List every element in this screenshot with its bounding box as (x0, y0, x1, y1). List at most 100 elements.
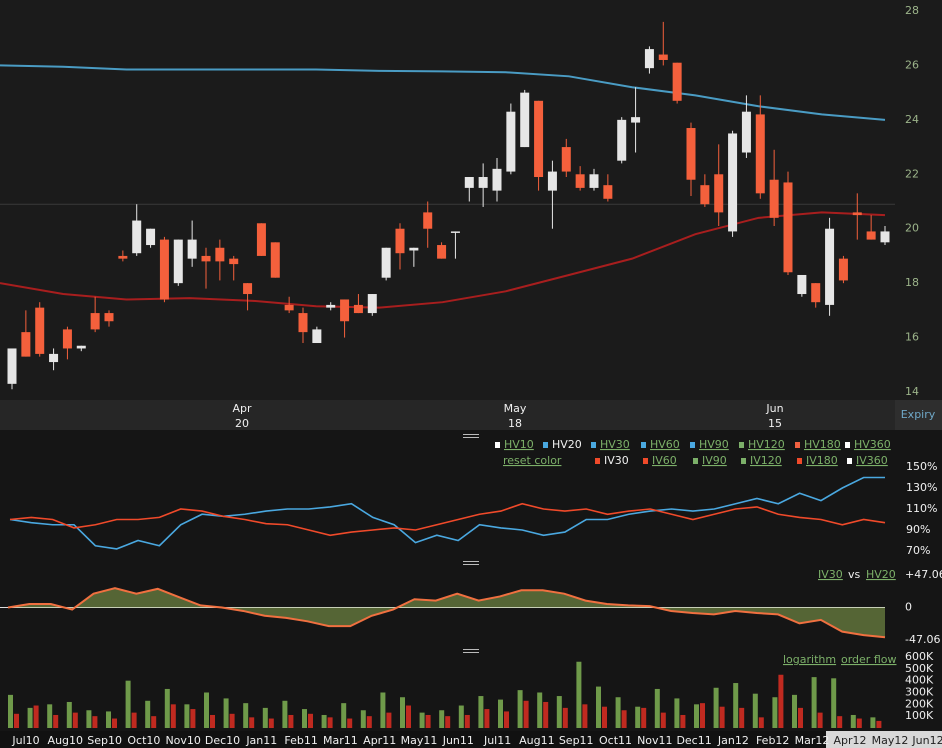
spread-b[interactable]: HV20 (866, 568, 896, 581)
candle-body (7, 348, 17, 384)
volume-bar (72, 712, 78, 728)
y-tick-label: +47.06 (905, 568, 942, 581)
y-tick-label: 200K (905, 697, 934, 710)
volume-bar (876, 720, 882, 728)
volume-bar (758, 717, 764, 728)
legend-item[interactable]: HV10 (504, 438, 534, 451)
range-label[interactable]: May12 (872, 734, 909, 747)
candle-body (395, 228, 405, 254)
volume-bar (170, 704, 176, 728)
volume-bar (327, 717, 333, 728)
expiry-band (0, 400, 942, 430)
handle (463, 652, 479, 653)
legend-item[interactable]: HV90 (699, 438, 729, 451)
candle-body (852, 212, 862, 216)
legend-swatch (690, 442, 695, 448)
volume-bar (517, 690, 523, 728)
candle-body (215, 247, 225, 262)
legend-swatch (847, 458, 852, 464)
y-tick-label: 110% (906, 502, 937, 515)
volume-bar (635, 706, 641, 728)
candle-body (492, 168, 502, 191)
reset-color[interactable]: reset color (503, 454, 562, 467)
y-tick-label: 300K (905, 686, 934, 699)
volume-bar (778, 674, 784, 728)
volume-bar (164, 688, 170, 728)
volume-bar (184, 704, 190, 728)
legend-item[interactable]: HV180 (804, 438, 841, 451)
y-tick-label: 20 (905, 222, 919, 235)
legend-swatch (641, 442, 646, 448)
expiry-month: Jun (765, 402, 783, 415)
x-tick-label: Jun11 (442, 734, 474, 747)
volume-bar (615, 697, 621, 728)
volume-bar (268, 718, 274, 728)
legend-swatch (495, 442, 500, 448)
volume-bar (33, 705, 39, 728)
volume-bar (713, 687, 719, 728)
x-tick-label: Jan11 (245, 734, 277, 747)
range-selector[interactable] (826, 731, 942, 748)
legend-item[interactable]: IV120 (750, 454, 782, 467)
candle-body (270, 242, 280, 278)
candle-body (173, 239, 183, 284)
spread-a[interactable]: IV30 (818, 568, 843, 581)
candle-body (256, 223, 266, 256)
x-tick-label: Feb11 (284, 734, 317, 747)
volume-bar (406, 705, 411, 728)
volume-bar (106, 711, 111, 728)
range-label[interactable]: Jun12 (911, 734, 942, 747)
legend-item[interactable]: IV60 (652, 454, 677, 467)
candle-body (700, 185, 710, 205)
y-tick-label: -47.06 (905, 633, 940, 646)
volume-bar (752, 693, 758, 728)
volume-bar (792, 694, 797, 728)
volume-bar (498, 699, 503, 728)
legend-item[interactable]: HV60 (650, 438, 680, 451)
y-tick-label: 22 (905, 167, 919, 180)
spread-line (7, 587, 886, 639)
volume-bar (308, 713, 313, 728)
volume-bar (425, 714, 431, 728)
range-label[interactable]: Apr12 (833, 734, 866, 747)
link-logarithm[interactable]: logarithm (783, 653, 836, 666)
candle-body (132, 220, 142, 254)
legend-item[interactable]: IV180 (806, 454, 838, 467)
legend-item[interactable]: HV20 (552, 438, 582, 451)
volume-bar (811, 677, 817, 728)
volume-bar (694, 704, 699, 728)
volume-bar (112, 718, 117, 728)
link-order-flow[interactable]: order flow (841, 653, 896, 666)
candle-body (797, 274, 807, 295)
y-tick-label: 100K (905, 709, 934, 722)
legend-item[interactable]: IV360 (856, 454, 888, 467)
volume-bar (321, 714, 327, 728)
legend-swatch (643, 458, 648, 464)
candle-body (62, 329, 72, 349)
volume-bar (445, 716, 451, 728)
legend-item[interactable]: HV360 (854, 438, 891, 451)
candle-body (312, 329, 322, 344)
volume-bar (621, 710, 627, 728)
volume-bar (366, 716, 372, 728)
candle-body (187, 239, 197, 259)
candle-body (104, 313, 114, 322)
x-tick-label: Nov10 (165, 734, 200, 747)
x-tick-label: Jul11 (483, 734, 511, 747)
candle-body (755, 114, 765, 194)
x-tick-label: Mar12 (795, 734, 830, 747)
legend-swatch (591, 442, 596, 448)
volume-bar (262, 707, 268, 728)
handle (463, 437, 479, 438)
handle (463, 649, 479, 650)
legend-swatch (797, 458, 802, 464)
legend-swatch (845, 442, 850, 448)
volume-bar (125, 680, 131, 728)
legend-swatch (595, 458, 600, 464)
legend-item[interactable]: IV30 (604, 454, 629, 467)
legend-item[interactable]: HV120 (748, 438, 785, 451)
volume-bar (131, 712, 137, 728)
legend-item[interactable]: IV90 (702, 454, 727, 467)
legend-item[interactable]: HV30 (600, 438, 630, 451)
candle-body (575, 174, 585, 188)
